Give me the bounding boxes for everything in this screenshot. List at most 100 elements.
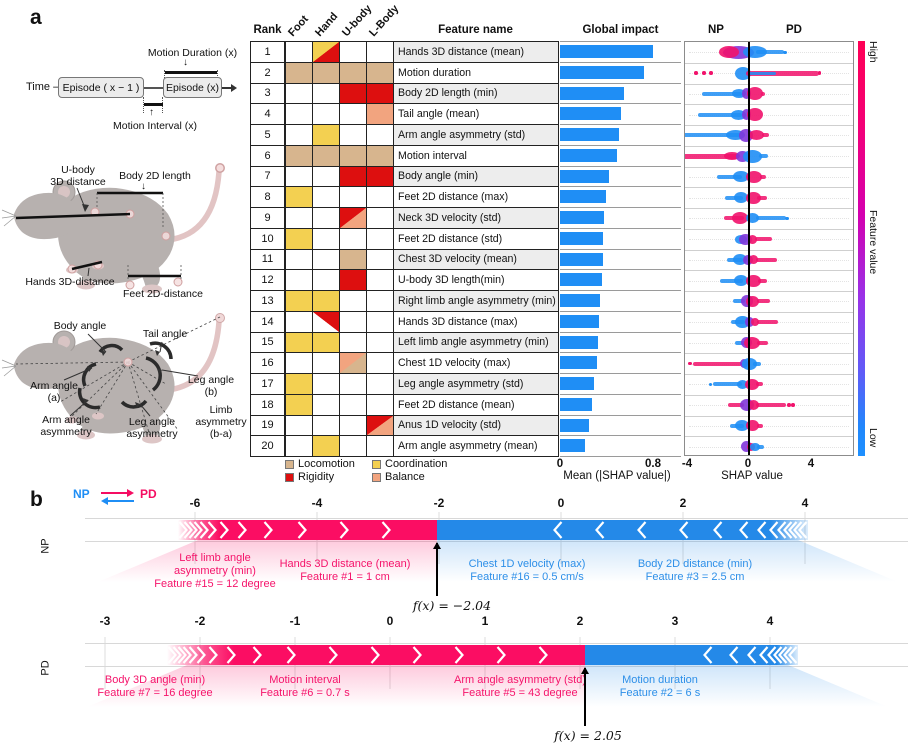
- swarm-blob: [743, 149, 763, 163]
- impact-bar: [560, 148, 617, 162]
- fx-arrowhead-icon: [580, 667, 589, 674]
- time-arrow-line: [222, 87, 231, 89]
- pd-arrow-line: [101, 492, 127, 494]
- swarm-blob: [743, 254, 753, 265]
- swarm-row-separator: [685, 187, 853, 189]
- shap-axis-tick-0: 0: [744, 458, 752, 470]
- fp-row-label: PD: [39, 660, 52, 676]
- swarm-row-separator: [685, 374, 853, 375]
- swarm-dot: [785, 216, 790, 221]
- category-cell-hand: [312, 103, 340, 125]
- swarm-blob: [748, 400, 759, 411]
- rank-cell: 8: [250, 186, 285, 208]
- fp-tick-label: 2: [576, 614, 584, 628]
- impact-bar: [560, 128, 620, 141]
- fx-arrowhead-icon: [432, 542, 441, 549]
- swarm-row-separator: [685, 332, 853, 334]
- swarm-baseline: [689, 384, 849, 386]
- swarm-row-separator: [685, 291, 853, 292]
- fp-tick-label: -2: [433, 496, 445, 510]
- impact-bar: [560, 418, 589, 432]
- legend-label-bal: Balance: [385, 471, 425, 483]
- swarm-row-separator: [685, 104, 853, 106]
- swarm-blob: [718, 46, 740, 59]
- swarm-row-separator: [685, 436, 853, 438]
- fx-arrow-line: [436, 543, 438, 596]
- rank-cell: 20: [250, 435, 285, 457]
- category-cell-foot: [285, 61, 313, 84]
- swarm-dot: [787, 403, 791, 407]
- bar-row-separator: [560, 124, 681, 125]
- category-cell-lbody: [366, 393, 394, 416]
- fp-blue-feature-label: Motion duration Feature #2 = 6 s: [619, 674, 701, 699]
- category-cell-hand: [312, 290, 340, 312]
- fp-pink-feature-label: Left limb angle asymmetry (min) Feature …: [154, 552, 276, 590]
- bar-row-separator: [560, 103, 681, 105]
- rank-cell: 16: [250, 352, 285, 374]
- swarm-row-separator: [685, 83, 853, 85]
- bar-row-separator: [560, 186, 681, 188]
- category-cell-ubody: [339, 227, 367, 250]
- swarm-blob: [744, 336, 760, 349]
- swarm-baseline: [689, 176, 849, 178]
- category-cell-lbody: [366, 352, 394, 374]
- swarm-tail: [755, 403, 787, 408]
- rank-cell: 5: [250, 124, 285, 146]
- impact-bar: [560, 107, 621, 121]
- feature-name-cell: Arm angle asymmetry (std): [393, 124, 559, 146]
- swarm-blob: [741, 109, 752, 121]
- guide-line: [143, 97, 144, 113]
- swarm-baseline: [689, 93, 849, 95]
- bar-row-separator: [560, 373, 681, 374]
- swarm-dot: [709, 71, 713, 75]
- swarm-blob: [739, 233, 752, 245]
- category-cell-ubody: [339, 186, 367, 208]
- category-cell-hand: [312, 414, 340, 437]
- swarm-tail: [748, 71, 777, 75]
- category-cell-lbody: [366, 144, 394, 167]
- swarm-row-separator: [685, 62, 853, 64]
- legend-np-label: NP: [73, 487, 90, 501]
- category-cell-ubody: [339, 41, 367, 63]
- swarm-tail: [755, 257, 778, 262]
- category-cell-foot: [285, 352, 313, 374]
- swarm-tail: [756, 299, 770, 304]
- category-cell-foot: [285, 310, 313, 333]
- swarm-tail: [756, 444, 765, 449]
- impact-bar: [560, 294, 601, 307]
- swarm-tail: [755, 382, 763, 387]
- swarm-blob: [740, 441, 752, 453]
- fx-value-label: f(x) = 2.05: [554, 728, 622, 743]
- swarm-tail: [756, 423, 763, 428]
- category-cell-foot: [285, 414, 313, 437]
- col-header-feature: Feature name: [438, 24, 513, 36]
- swarm-blob: [747, 108, 763, 122]
- category-cell-ubody: [339, 207, 367, 229]
- rank-cell: 12: [250, 269, 285, 291]
- swarm-baseline: [689, 156, 849, 158]
- swarm-row-separator: [685, 270, 853, 272]
- category-cell-lbody: [366, 61, 394, 84]
- col-header-np: NP: [708, 24, 724, 36]
- swarm-tail: [759, 174, 767, 179]
- swarm-blob: [734, 420, 749, 432]
- category-cell-hand: [312, 269, 340, 291]
- feature-name-cell: Motion interval: [393, 144, 559, 167]
- bar-row-separator: [560, 165, 681, 167]
- swarm-tail: [685, 133, 741, 138]
- fp-tick-label: 2: [679, 496, 687, 510]
- shap-beeswarm: [684, 41, 854, 456]
- feature-name-cell: Left limb angle asymmetry (min): [393, 331, 559, 354]
- swarm-blob: [733, 171, 749, 183]
- swarm-blob: [726, 130, 745, 141]
- swarm-row-separator: [685, 228, 853, 230]
- category-cell-foot: [285, 82, 313, 105]
- swarm-blob: [747, 87, 763, 101]
- category-cell-ubody: [339, 435, 367, 457]
- category-cell-hand: [312, 165, 340, 188]
- swarm-tail: [760, 91, 766, 96]
- category-cell-lbody: [366, 207, 394, 229]
- fp-tick-label: -6: [189, 496, 201, 510]
- mouse-measure-illustration: [1, 163, 225, 294]
